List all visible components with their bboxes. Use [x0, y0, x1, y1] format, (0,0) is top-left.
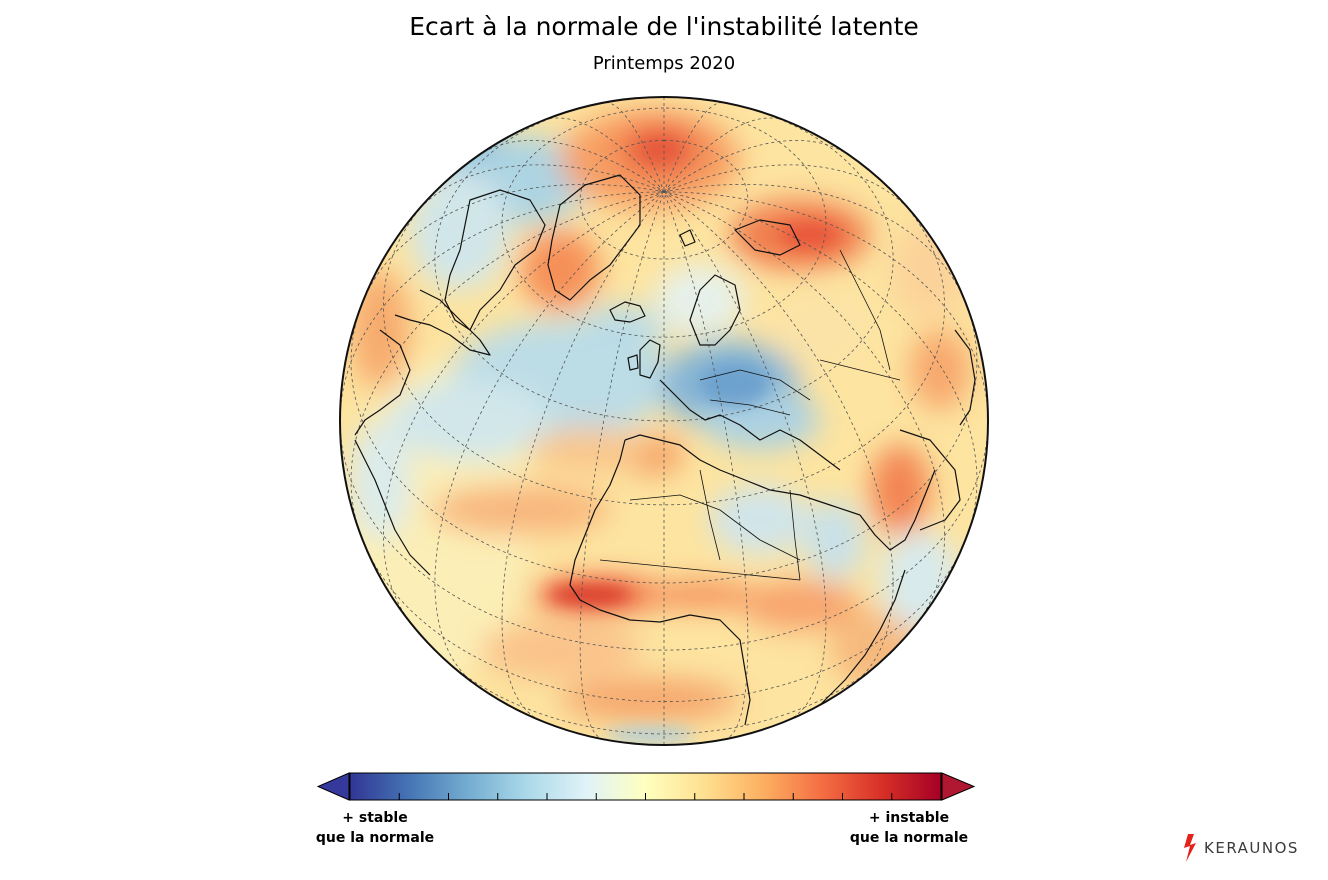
graticule-line [663, 184, 966, 302]
graticule-line [663, 191, 894, 684]
legend-high-line1: + instable [868, 810, 950, 826]
graticule-line [416, 164, 665, 213]
graticule-line [663, 164, 912, 213]
globe-outline [339, 96, 989, 746]
legend-low-label: + stable que la normale [300, 808, 450, 848]
colorbar-low-arrow [316, 772, 350, 801]
legend-low-line2: que la normale [315, 830, 435, 846]
graticule-line [340, 191, 665, 422]
graticule-line [663, 191, 988, 422]
keraunos-logo: KERAUNOS [1182, 834, 1299, 862]
map-title: Ecart à la normale de l'instabilité late… [409, 12, 919, 41]
graticule-line [436, 651, 892, 735]
colorbar [316, 772, 976, 801]
graticule-line [434, 191, 665, 684]
graticule-line [663, 191, 946, 625]
graticule-line [340, 420, 988, 651]
brand-name: KERAUNOS [1204, 839, 1299, 857]
graticule-line [663, 102, 723, 193]
legend-high-label: + instable que la normale [834, 808, 984, 848]
graticule-line [434, 97, 894, 422]
graticule-line [605, 102, 665, 193]
graticule-line [501, 191, 665, 721]
legend-low-line1: + stable [342, 810, 408, 826]
graticule-line [350, 308, 978, 584]
graticule-line [663, 139, 850, 193]
graticule-line [362, 184, 665, 302]
graticule-line [579, 191, 665, 740]
globe-map [339, 96, 989, 746]
graticule-line [663, 191, 978, 535]
graticule-lines [340, 97, 988, 745]
graticule-line [663, 191, 827, 721]
map-subtitle: Printemps 2020 [592, 53, 736, 74]
legend-high-line2: que la normale [849, 830, 969, 846]
graticule-line [663, 191, 749, 740]
colorbar-high-arrow [941, 772, 976, 801]
graticule-line [382, 191, 665, 625]
lightning-bolt-icon [1184, 834, 1196, 862]
graticule-line [478, 139, 665, 193]
colorbar-ticks [398, 793, 893, 800]
coastlines [354, 174, 976, 726]
graticule-line [350, 191, 665, 535]
